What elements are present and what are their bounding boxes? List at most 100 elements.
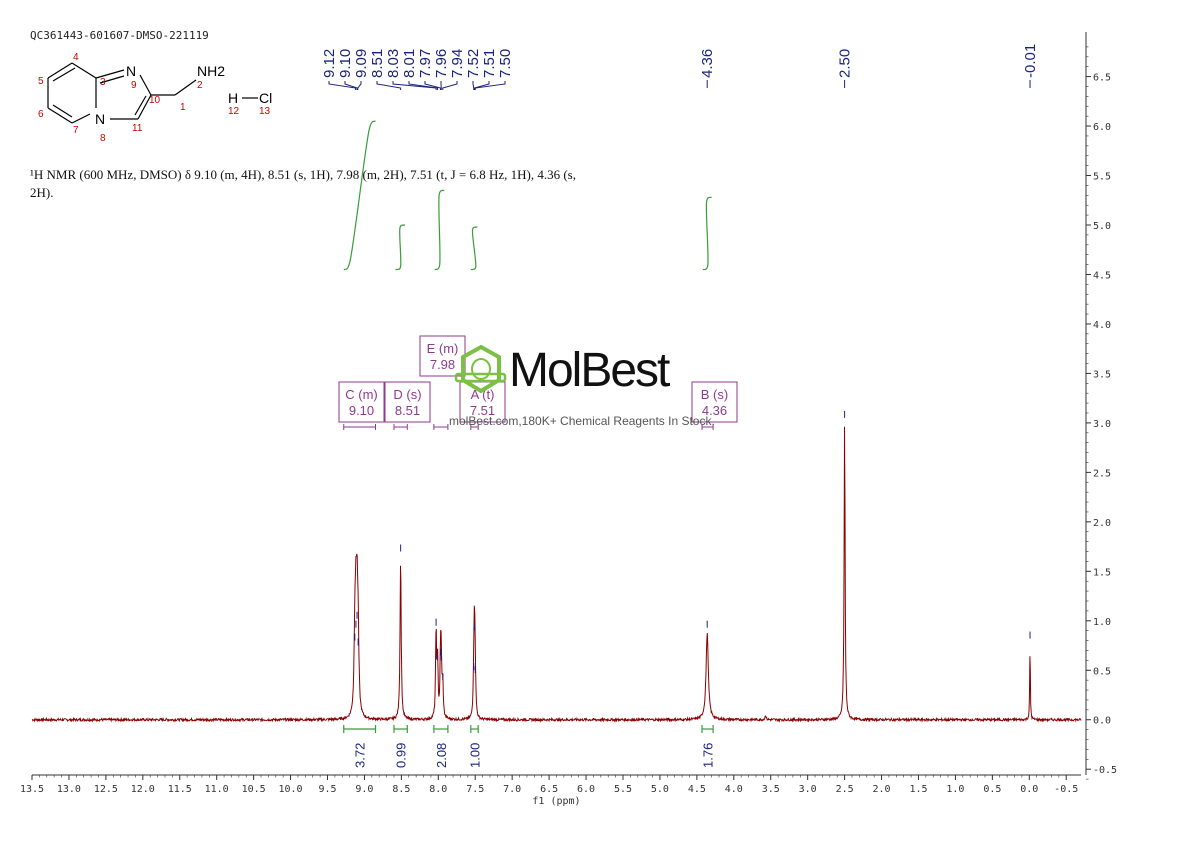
atom-num-7: 7: [73, 125, 79, 136]
x-tick-label: 4.0: [725, 784, 743, 795]
x-tick-label: 2.0: [873, 784, 891, 795]
x-tick-label: 1.0: [946, 784, 964, 795]
multiplet-box: [691, 381, 738, 423]
peak-label-leader: [392, 81, 437, 90]
atom-num-4: 4: [73, 52, 79, 63]
y-tick-label: 4.5: [1093, 270, 1111, 281]
atom-num-8: 8: [100, 133, 106, 144]
multiplet-name: A (t): [471, 387, 495, 402]
peak-label: 7.94: [449, 49, 466, 78]
x-tick-label: 12.0: [131, 784, 155, 795]
y-tick-label: -0.5: [1093, 765, 1117, 776]
axes: 13.5 13.0 12.5 12.0 11.5 11.0 10.5 1 0.0 9.5 9.0 8.…: [20, 32, 1117, 807]
peak-label: 9.10: [337, 49, 354, 78]
x-tick-label: 6.0: [577, 784, 595, 795]
integration-value: 3.72: [353, 743, 368, 768]
multiplet-box: [338, 381, 385, 423]
y-tick-label: 5.5: [1093, 172, 1111, 183]
molbest-logo: [454, 344, 507, 394]
peak-label-leader: [408, 81, 439, 90]
multiplet-shift: 4.36: [702, 403, 727, 418]
integral-curve: [434, 189, 445, 271]
x-tick-label: 9.5: [318, 784, 336, 795]
atom-num-12: 12: [228, 106, 240, 117]
peak-label-leader: [376, 81, 402, 90]
atom-h: H: [228, 90, 238, 106]
atom-nh2: NH2: [197, 63, 225, 79]
peak-label-leader: [474, 81, 506, 90]
peak-label: 8.51: [369, 49, 386, 78]
peak-label-leader: [424, 81, 442, 90]
integral-curves: [343, 120, 712, 271]
x-tick-label: 11.5: [168, 784, 192, 795]
integration-value: 2.08: [434, 743, 449, 768]
y-tick-label: 3.0: [1093, 419, 1111, 430]
watermark-tagline: molBest.com,180K+ Chemical Reagents In S…: [449, 414, 715, 428]
logo-bar-icon: [454, 372, 507, 383]
peak-labels: 9.12 9.10 9.09 8.51 8.03 8.01 7.97 7.96 7.94 7.52…: [321, 44, 1039, 90]
atom-n9: N: [126, 63, 136, 79]
peak-label: 7.51: [481, 49, 498, 78]
y-tick-label: 1.5: [1093, 567, 1111, 578]
peak-label: 7.50: [497, 49, 514, 78]
multiplet-name: E (m): [427, 341, 459, 356]
atom-num-9: 9: [131, 80, 137, 91]
x-tick-label: 7.5: [466, 784, 484, 795]
x-tick-label: 12.5: [94, 784, 118, 795]
integration-value: 0.99: [394, 743, 409, 768]
atom-num-1: 1: [180, 102, 186, 113]
y-tick-label: 3.5: [1093, 369, 1111, 380]
atom-cl: Cl: [259, 90, 272, 106]
peak-label: 9.12: [321, 49, 338, 78]
x-tick-label: 0.0: [1020, 784, 1038, 795]
integration-bars: 3.72 0.99 2.08 1.00 1.76: [343, 725, 716, 768]
x-tick-label: 1.5: [909, 784, 927, 795]
integral-curve: [395, 224, 406, 271]
peak-label-leader: [472, 81, 475, 90]
chemical-structure: [47, 62, 258, 124]
x-tick-label: 7.0: [503, 784, 521, 795]
x-tick-label: 3.5: [762, 784, 780, 795]
integral-curve: [470, 226, 478, 271]
y-tick-label: 0.5: [1093, 666, 1111, 677]
logo-ring-icon: [471, 358, 491, 380]
peak-label: 8.03: [385, 49, 402, 78]
x-tick-label: 13.5: [20, 784, 44, 795]
atom-num-6: 6: [38, 109, 44, 120]
y-tick-label: 5.0: [1093, 221, 1111, 232]
atom-num-13: 13: [259, 106, 271, 117]
watermark-brand: MolBest: [509, 344, 670, 397]
x-tick-label: -0.5: [1054, 784, 1078, 795]
x-tick-label: 9.0: [355, 784, 373, 795]
x-tick-label: 13.0: [57, 784, 81, 795]
spectrum-line: [31, 426, 1082, 723]
y-tick-label: 0.0: [1093, 716, 1111, 727]
multiplet-shift: 9.10: [349, 403, 374, 418]
peak-label-leader: [474, 81, 490, 90]
x-axis-title: f1 (ppm): [532, 796, 580, 807]
atom-num-3: 3: [100, 77, 106, 88]
y-tick-label: 2.0: [1093, 518, 1111, 529]
x-tick-label: 10.5: [242, 784, 266, 795]
peak-label: 7.52: [465, 49, 482, 78]
x-tick-label: 11.0: [205, 784, 229, 795]
x-tick-label: 8.0: [429, 784, 447, 795]
atom-num-5: 5: [38, 76, 44, 87]
multiplet-shift: 7.98: [430, 357, 455, 372]
x-tick-label: 6.5: [540, 784, 558, 795]
y-tick-label: 2.5: [1093, 468, 1111, 479]
x-tick-label: 5.0: [651, 784, 669, 795]
nmr-description-line2: 2H).: [30, 185, 54, 200]
peak-label: 9.09: [353, 49, 370, 78]
spectrum-layer: [31, 410, 1082, 723]
peak-label-leader: [344, 81, 358, 90]
peak-label: -0.01: [1022, 44, 1039, 78]
peak-label-leader: [357, 81, 362, 90]
peak-label: 7.96: [433, 49, 450, 78]
atom-num-2: 2: [197, 80, 203, 91]
multiplet-name: C (m): [345, 387, 378, 402]
x-tick-label: 3.0: [799, 784, 817, 795]
atom-num-10: 10: [149, 95, 161, 106]
integral-curve: [702, 196, 712, 271]
